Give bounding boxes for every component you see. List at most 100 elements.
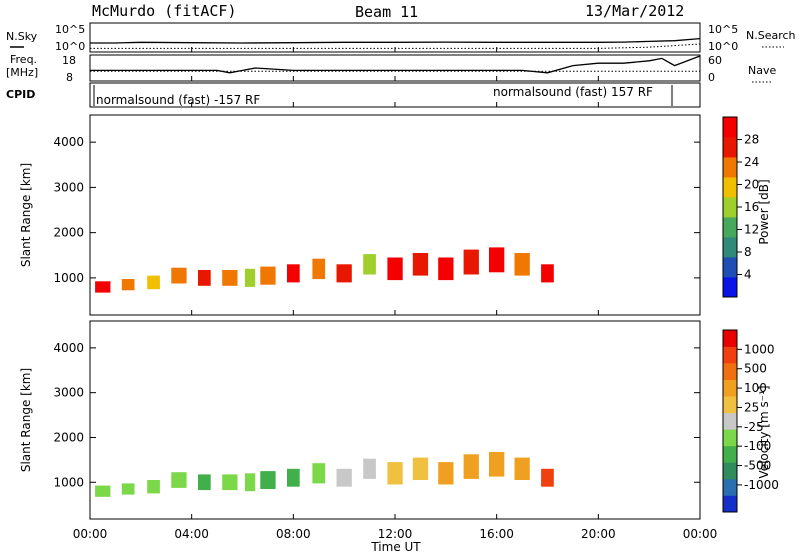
- heatmap-cell: [222, 474, 238, 491]
- velocity-panel: [95, 452, 554, 497]
- y-tick-label: 2000: [53, 226, 84, 240]
- power-panel-frame: [89, 114, 701, 316]
- heatmap-cell: [438, 257, 454, 281]
- freq-left-tick-top: 18: [62, 54, 76, 67]
- colorbar-swatch: [723, 379, 737, 397]
- heatmap-cell: [514, 253, 530, 276]
- heatmap-cell: [387, 257, 403, 281]
- heatmap-cell: [121, 483, 135, 495]
- freq-right-tick-bottom: 0: [708, 71, 715, 84]
- heatmap-cell: [121, 279, 135, 291]
- colorbar-swatch: [723, 478, 737, 496]
- freq-left-tick-bottom: 8: [66, 71, 73, 84]
- nsky-series-line: [90, 37, 701, 44]
- power-colorbar: 4 8 12 16 20 24 28: [722, 116, 759, 298]
- colorbar-swatch: [723, 346, 737, 364]
- power-colorbar-title: Power [dB]: [757, 179, 771, 244]
- heatmap-cell: [463, 249, 479, 275]
- freq-label-line2: [MHz]: [6, 66, 38, 79]
- heatmap-cell: [438, 462, 454, 485]
- heatmap-cell: [336, 468, 352, 487]
- y-axis-ticks: 1000 2000 3000 4000 1000 2000 3000 4000: [53, 135, 700, 489]
- colorbar-swatch: [723, 257, 737, 278]
- y-tick-label: 1000: [53, 271, 84, 285]
- y-tick-label: 2000: [53, 430, 84, 444]
- freq-series-line: [90, 55, 701, 74]
- heatmap-cell: [287, 468, 300, 487]
- heatmap-cell: [363, 254, 376, 275]
- nsearch-label: N.Search: [746, 29, 796, 42]
- colorbar-tick-label: 20: [744, 178, 759, 192]
- noise-left-tick-bottom: 10^0: [55, 40, 85, 53]
- x-tick-label: 04:00: [174, 527, 209, 541]
- colorbar-swatch: [723, 277, 737, 298]
- colorbar-swatch: [723, 237, 737, 258]
- colorbar-tick-label: 24: [744, 155, 759, 169]
- y-tick-label: 4000: [53, 341, 84, 355]
- date-title: 13/Mar/2012: [585, 2, 684, 20]
- y-tick-label: 1000: [53, 475, 84, 489]
- colorbar-swatch: [723, 177, 737, 198]
- colorbar-tick-label: -1000: [744, 478, 779, 492]
- colorbar-tick-label: -500: [744, 459, 771, 473]
- heatmap-cell: [198, 270, 211, 286]
- power-yaxis-label: Slant Range [km]: [19, 163, 33, 267]
- colorbar-swatch: [723, 462, 737, 480]
- nsky-label: N.Sky: [6, 30, 38, 43]
- colorbar-swatch: [723, 429, 737, 447]
- y-tick-label: 3000: [53, 180, 84, 194]
- colorbar-tick-label: 1000: [744, 342, 775, 356]
- colorbar-tick-label: 12: [744, 223, 759, 237]
- beam-title: Beam 11: [355, 3, 418, 21]
- x-tick-label: 16:00: [479, 527, 514, 541]
- colorbar-swatch: [723, 445, 737, 463]
- heatmap-cell: [95, 281, 111, 293]
- colorbar-tick-label: 28: [744, 133, 759, 147]
- heatmap-cell: [260, 266, 276, 285]
- heatmap-cell: [171, 267, 187, 284]
- heatmap-cell: [541, 468, 554, 487]
- station-title: McMurdo (fitACF): [92, 2, 237, 20]
- cpid-segment-2: normalsound (fast) 157 RF: [493, 85, 653, 99]
- x-tick-label: 12:00: [378, 527, 413, 541]
- heatmap-cell: [336, 264, 352, 283]
- heatmap-cell: [198, 474, 211, 491]
- heatmap-cell: [541, 264, 554, 283]
- colorbar-tick-label: 25: [744, 400, 759, 414]
- colorbar-swatch: [723, 363, 737, 380]
- heatmap-cell: [245, 473, 256, 492]
- heatmap-cell: [412, 457, 429, 480]
- cpid-segment-1: normalsound (fast) -157 RF: [96, 93, 260, 107]
- colorbar-swatch: [723, 117, 737, 138]
- heatmap-cell: [222, 270, 238, 286]
- cpid-label: CPID: [6, 88, 35, 101]
- colorbar-swatch: [723, 217, 737, 238]
- heatmap-cell: [260, 471, 276, 489]
- velocity-colorbar: 1000 500 100 25 -25 -100 -500 -1000: [722, 329, 779, 513]
- heatmap-cell: [245, 268, 256, 287]
- x-tick-label: 00:00: [683, 527, 718, 541]
- velocity-colorbar-title: Velocity [m s⁻¹]: [757, 385, 771, 478]
- velocity-yaxis-label: Slant Range [km]: [19, 368, 33, 472]
- colorbar-swatch: [723, 157, 737, 178]
- colorbar-swatch: [723, 495, 737, 513]
- colorbar-tick-label: -25: [744, 420, 764, 434]
- colorbar-tick-label: 100: [744, 381, 767, 395]
- colorbar-frame: [722, 329, 738, 513]
- colorbar-tick-label: 8: [744, 245, 752, 259]
- colorbar-swatch: [723, 137, 737, 158]
- colorbar-tick-label: 4: [744, 268, 752, 282]
- heatmap-cell: [412, 253, 429, 276]
- velocity-panel-frame: [89, 320, 701, 520]
- colorbar-swatch: [723, 197, 737, 218]
- y-tick-label: 4000: [53, 135, 84, 149]
- power-panel: [95, 247, 554, 293]
- heatmap-cell: [95, 485, 111, 497]
- colorbar-tick-label: -100: [744, 439, 771, 453]
- heatmap-cell: [489, 452, 505, 477]
- heatmap-cell: [514, 457, 530, 480]
- heatmap-cell: [363, 458, 376, 479]
- heatmap-cell: [312, 463, 326, 484]
- x-tick-label: 00:00: [73, 527, 108, 541]
